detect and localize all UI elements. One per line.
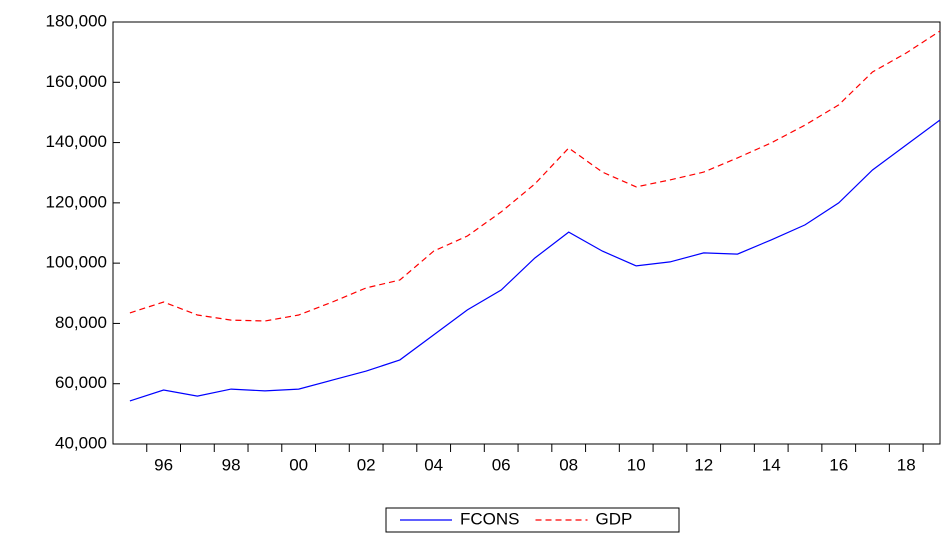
y-tick-label: 80,000 (55, 313, 107, 332)
y-tick-label: 180,000 (46, 11, 107, 30)
y-tick-label: 60,000 (55, 373, 107, 392)
x-tick-label: 02 (357, 455, 376, 474)
x-tick-label: 12 (694, 455, 713, 474)
x-tick-label: 04 (424, 455, 443, 474)
series-line (129, 30, 941, 322)
x-tick-label: 96 (154, 455, 173, 474)
x-tick-label: 06 (492, 455, 511, 474)
series-line (129, 119, 941, 402)
x-tick-label: 14 (762, 455, 781, 474)
y-tick-label: 160,000 (46, 72, 107, 91)
plot-frame (112, 21, 941, 445)
x-tick-label: 10 (627, 455, 646, 474)
y-tick-label: 100,000 (46, 253, 107, 272)
legend-label: FCONS (460, 509, 520, 528)
x-tick-label: 00 (289, 455, 308, 474)
legend-label: GDP (596, 509, 633, 528)
y-tick-label: 120,000 (46, 192, 107, 211)
x-tick-label: 98 (222, 455, 241, 474)
x-tick-label: 16 (829, 455, 848, 474)
y-tick-label: 40,000 (55, 433, 107, 452)
y-tick-label: 140,000 (46, 132, 107, 151)
x-tick-label: 08 (559, 455, 578, 474)
x-tick-label: 18 (897, 455, 916, 474)
